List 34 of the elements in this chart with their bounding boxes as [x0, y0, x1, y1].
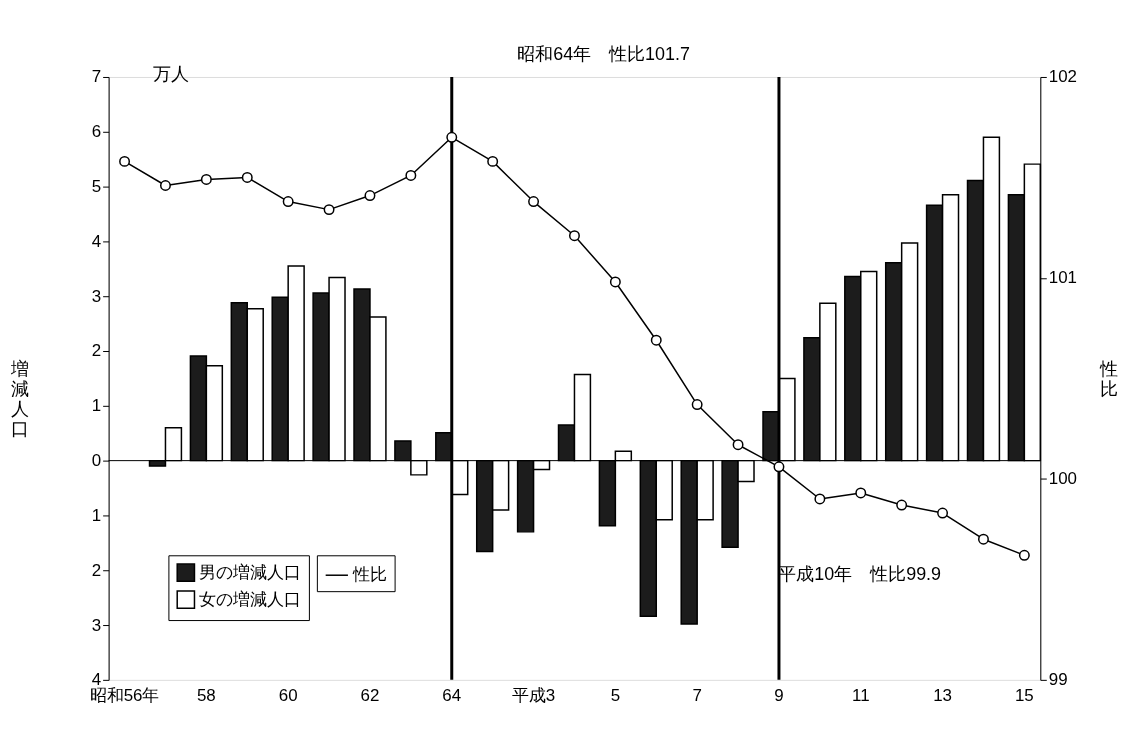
x-tick-label: 58 [196, 686, 216, 706]
text: 昭和64年 性比101.7 [517, 44, 690, 65]
y2-axis-title: 性比 [1098, 358, 1118, 399]
x-tick-label: 9 [774, 686, 784, 706]
y-tick-label: 6 [91, 122, 102, 142]
x-tick-label: 60 [278, 686, 298, 706]
y-tick-label: 3 [91, 615, 102, 635]
annotation: 万人 [153, 63, 190, 84]
y-tick-label: 7 [91, 67, 102, 87]
legend-label: 男の増減人口 [199, 562, 302, 582]
x-tick-label: 11 [851, 686, 870, 706]
x-tick-label: 64 [442, 686, 462, 706]
y-tick-label: 2 [91, 341, 102, 361]
x-tick-label: 7 [692, 686, 702, 706]
y2-tick-label: 101 [1048, 268, 1078, 288]
x-tick-label: 13 [933, 686, 952, 706]
y-tick-label: 1 [91, 505, 102, 525]
x-tick-label: 平成3 [511, 686, 556, 706]
y-axis-title: 増減人口 [9, 358, 29, 439]
y2-tick-label: 100 [1048, 469, 1078, 489]
annotation: 平成10年 性比99.9 [778, 564, 942, 585]
y-tick-label: 5 [91, 177, 102, 197]
y-tick-label: 4 [91, 231, 102, 251]
y2-tick-label: 99 [1048, 670, 1068, 690]
x-tick-label: 62 [360, 686, 380, 706]
x-tick-label: 15 [1014, 686, 1034, 706]
y-tick-label: 0 [91, 451, 102, 471]
y-tick-label: 1 [91, 396, 102, 416]
legend-label: 女の増減人口 [199, 589, 302, 609]
y2-tick-label: 102 [1048, 67, 1078, 87]
y-tick-label: 2 [91, 560, 102, 580]
legend-label: 性比 [351, 565, 387, 585]
y-tick-label: 3 [91, 286, 102, 306]
x-tick-label: 5 [610, 686, 621, 706]
